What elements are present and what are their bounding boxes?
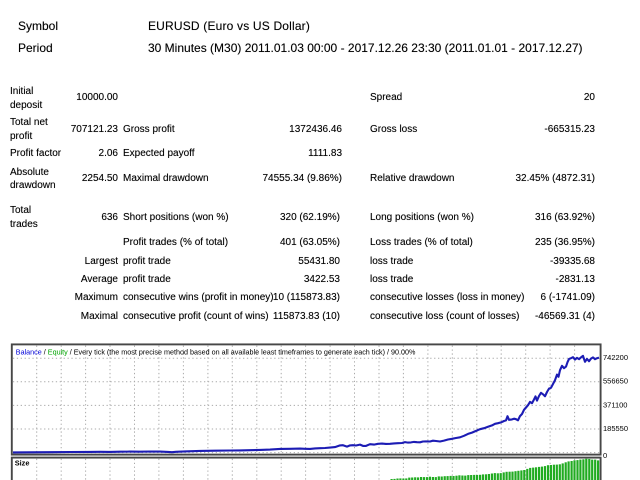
svg-text:371100: 371100 xyxy=(603,400,627,409)
svg-text:185550: 185550 xyxy=(603,424,628,433)
svg-text:Balance / Equity / Every tick: Balance / Equity / Every tick (the most … xyxy=(16,348,416,357)
svg-text:0: 0 xyxy=(603,451,607,460)
svg-text:742200: 742200 xyxy=(603,353,628,362)
svg-text:556650: 556650 xyxy=(603,377,628,386)
svg-text:Size: Size xyxy=(15,459,30,468)
